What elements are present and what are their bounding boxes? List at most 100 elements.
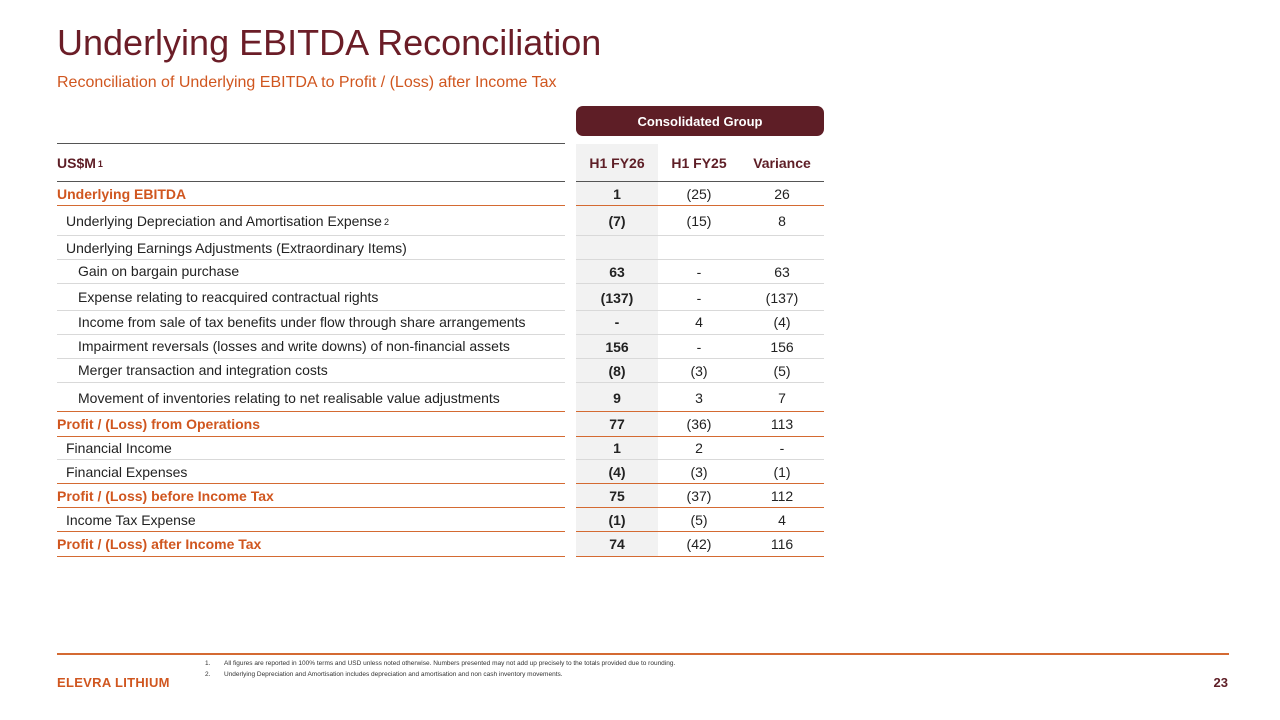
row-rule <box>576 436 824 437</box>
table-top-rule <box>57 143 565 144</box>
page-title: Underlying EBITDA Reconciliation <box>57 22 602 63</box>
row-rule <box>57 205 565 206</box>
column-header-variance: Variance <box>753 155 811 171</box>
table-row-label: Expense relating to reacquired contractu… <box>78 289 379 305</box>
table-cell-variance: 4 <box>778 512 786 528</box>
row-rule <box>576 358 824 359</box>
table-cell-variance: 8 <box>778 213 786 229</box>
table-cell-variance: (4) <box>773 314 791 330</box>
table-row-label: Financial Income <box>66 440 172 456</box>
row-rule <box>576 205 824 206</box>
row-rule <box>57 259 565 260</box>
footnote-ref-2: 2 <box>383 217 389 227</box>
row-rule <box>57 235 565 236</box>
row-rule <box>576 259 824 260</box>
table-cell-variance: (5) <box>773 363 791 379</box>
table-row-label: Gain on bargain purchase <box>78 263 240 279</box>
table-cell-h1-fy26: 77 <box>609 416 625 432</box>
table-row-label: Movement of inventories relating to net … <box>78 390 500 406</box>
table-cell-variance: 116 <box>770 536 794 552</box>
footnote-2: 2. Underlying Depreciation and Amortisati… <box>205 670 563 678</box>
row-rule <box>57 531 565 532</box>
table-row-label: Profit / (Loss) from Operations <box>57 416 261 432</box>
table-row-label: Merger transaction and integration costs <box>78 362 328 378</box>
row-rule <box>57 283 565 284</box>
row-rule <box>57 310 565 311</box>
table-cell-h1-fy25: (15) <box>686 213 712 229</box>
row-rule <box>576 235 824 236</box>
row-rule <box>576 531 824 532</box>
table-row-label: Impairment reversals (losses and write d… <box>78 338 510 354</box>
footnote-ref-1: 1 <box>97 159 103 169</box>
row-rule <box>57 382 565 383</box>
table-cell-h1-fy25: (5) <box>690 512 708 528</box>
table-cell-h1-fy25: - <box>696 264 702 280</box>
table-cell-h1-fy25: (3) <box>690 363 708 379</box>
table-cell-h1-fy26: 1 <box>613 440 621 456</box>
footnotes: 1. All figures are reported in 100% terms… <box>205 659 675 680</box>
row-rule <box>57 556 565 557</box>
table-cell-variance: (137) <box>765 290 799 306</box>
row-rule <box>57 459 565 460</box>
table-cell-variance: 26 <box>774 186 790 202</box>
table-row-label: Profit / (Loss) after Income Tax <box>57 536 262 552</box>
row-rule <box>576 507 824 508</box>
table-cell-h1-fy26: 1 <box>613 186 621 202</box>
table-cell-h1-fy25: 4 <box>695 314 703 330</box>
table-row-label: Financial Expenses <box>66 464 188 480</box>
table-cell-h1-fy25: 3 <box>695 390 703 406</box>
table-cell-h1-fy26: 75 <box>609 488 625 504</box>
row-rule <box>576 382 824 383</box>
table-cell-variance: 63 <box>774 264 790 280</box>
column-header-h1-fy25: H1 FY25 <box>671 155 727 171</box>
table-cell-h1-fy25: - <box>696 339 702 355</box>
table-cell-h1-fy25: (37) <box>686 488 712 504</box>
consolidated-group-header: Consolidated Group <box>576 106 824 136</box>
table-cell-variance: 112 <box>770 488 794 504</box>
table-row-label: Profit / (Loss) before Income Tax <box>57 488 274 504</box>
row-rule <box>576 411 824 412</box>
table-cell-h1-fy25: (25) <box>686 186 712 202</box>
header-bottom-rule <box>57 181 565 182</box>
table-row-label: Income Tax Expense <box>66 512 196 528</box>
brand-wordmark: ELEVRA LITHIUM <box>57 675 170 690</box>
table-cell-h1-fy26: (7) <box>608 213 626 229</box>
table-cell-h1-fy26: 156 <box>605 339 629 355</box>
table-cell-h1-fy26: (4) <box>608 464 626 480</box>
row-rule <box>57 358 565 359</box>
row-rule <box>576 334 824 335</box>
table-cell-h1-fy26: (1) <box>608 512 626 528</box>
page-subtitle: Reconciliation of Underlying EBITDA to P… <box>57 74 557 91</box>
table-cell-h1-fy26: - <box>614 314 620 330</box>
page-number: 23 <box>1213 675 1228 690</box>
table-cell-h1-fy26: (137) <box>600 290 634 306</box>
column-header-label: US$M 1 <box>57 155 103 171</box>
table-cell-h1-fy25: 2 <box>695 440 703 456</box>
row-rule <box>576 283 824 284</box>
table-cell-variance: 156 <box>770 339 794 355</box>
table-cell-h1-fy25: (3) <box>690 464 708 480</box>
row-rule <box>57 411 565 412</box>
table-row-label: Income from sale of tax benefits under f… <box>78 314 526 330</box>
row-rule <box>57 436 565 437</box>
row-rule <box>57 507 565 508</box>
h1-fy26-column-shade <box>576 144 658 557</box>
table-cell-h1-fy26: 9 <box>613 390 621 406</box>
row-rule <box>576 483 824 484</box>
table-cell-variance: (1) <box>773 464 791 480</box>
table-cell-h1-fy25: (36) <box>686 416 712 432</box>
table-cell-h1-fy25: - <box>696 290 702 306</box>
row-rule <box>576 310 824 311</box>
footer-rule <box>57 653 1229 655</box>
row-rule <box>576 459 824 460</box>
row-rule <box>576 556 824 557</box>
table-cell-h1-fy26: 74 <box>609 536 625 552</box>
footnote-1: 1. All figures are reported in 100% terms… <box>205 660 676 667</box>
table-row-label: Underlying Earnings Adjustments (Extraor… <box>66 240 407 256</box>
table-cell-variance: - <box>779 440 785 456</box>
table-cell-h1-fy26: (8) <box>608 363 626 379</box>
table-cell-variance: 113 <box>770 416 794 432</box>
table-row-label: Underlying EBITDA <box>57 186 187 202</box>
table-cell-h1-fy25: (42) <box>686 536 712 552</box>
table-row-label: Underlying Depreciation and Amortisation… <box>66 213 389 229</box>
